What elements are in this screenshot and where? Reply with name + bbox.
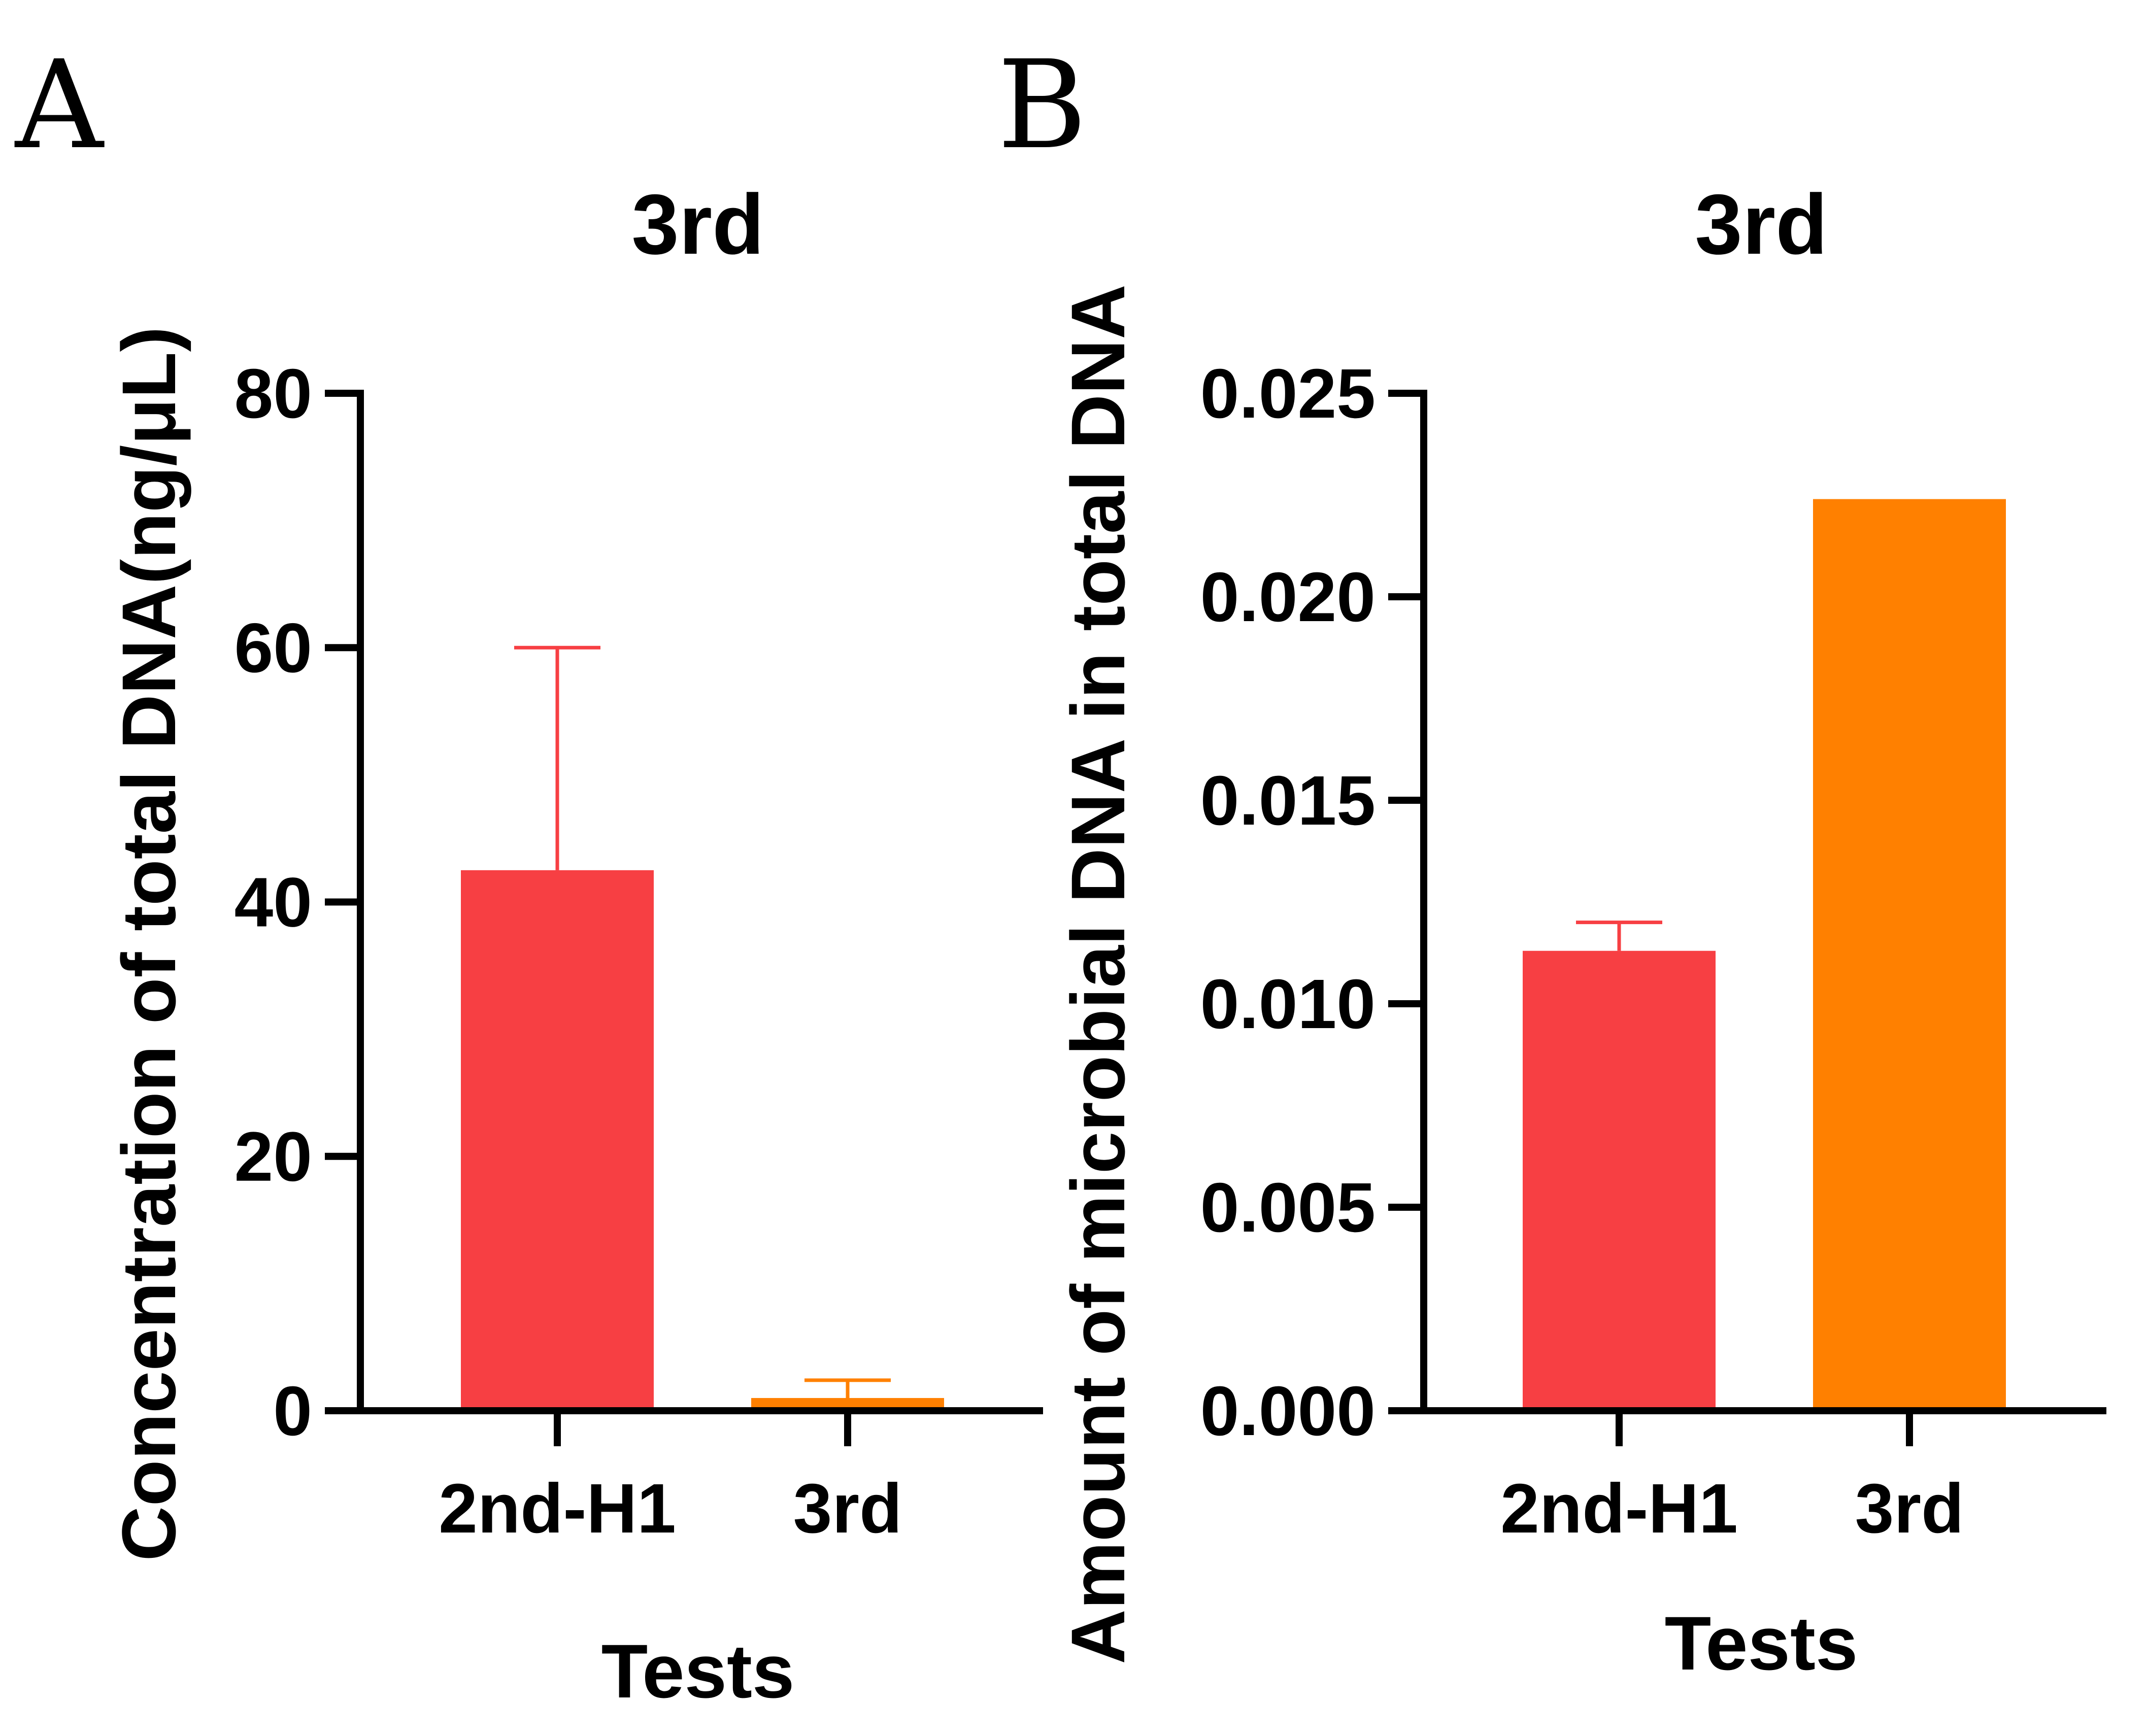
panel-a-xlabel: Tests <box>601 1628 795 1714</box>
panel-b-ytick-label-4: 0.020 <box>1200 558 1376 636</box>
panel-a-bar-0 <box>461 870 654 1411</box>
panel-b-plot: 0.000 0.005 0.010 0.015 0.020 0.025 2nd-H1 3rd <box>1200 355 2106 1548</box>
panel-b-ylabel: Amount of microbial DNA in total DNA <box>1055 284 1140 1664</box>
panel-a-ytick-label-3: 60 <box>234 609 313 687</box>
panel-a-category-label-1: 3rd <box>793 1470 902 1548</box>
panel-b-error-bar-0 <box>1576 921 1662 951</box>
panel-a-category-label-0: 2nd-H1 <box>439 1470 676 1548</box>
panel-a-ylabel: Concentration of total DNA(ng/μL) <box>106 326 191 1561</box>
panel-a-ytick-label-0: 0 <box>273 1372 312 1450</box>
panel-b-xlabel: Tests <box>1665 1601 1858 1686</box>
panel-a-letter: A <box>14 34 105 176</box>
panel-a-plot: 0 20 40 60 80 2nd-H1 3rd <box>234 355 1043 1548</box>
panel-b-title: 3rd <box>1695 177 1827 272</box>
panel-b-category-label-1: 3rd <box>1855 1470 1964 1548</box>
panel-a-error-bar-0 <box>514 645 600 870</box>
panel-a-ytick-label-1: 20 <box>234 1118 313 1196</box>
panel-b-ytick-label-5: 0.025 <box>1200 355 1376 433</box>
panel-a: A 3rd Concentration of total DNA(ng/μL) … <box>14 34 1043 1714</box>
panel-b-ytick-label-0: 0.000 <box>1200 1372 1376 1450</box>
panel-a-ytick-label-2: 40 <box>234 864 313 942</box>
panel-b-letter: B <box>997 34 1087 176</box>
panel-b-ytick-label-1: 0.005 <box>1200 1169 1376 1247</box>
panel-a-title: 3rd <box>631 177 764 272</box>
panel-b: B 3rd Amount of microbial DNA in total D… <box>997 34 2106 1686</box>
panel-b-bar-0 <box>1523 950 1716 1411</box>
panel-a-ytick-label-4: 80 <box>234 355 313 433</box>
panel-b-category-label-0: 2nd-H1 <box>1500 1470 1738 1548</box>
panel-b-ytick-label-3: 0.015 <box>1200 762 1376 840</box>
panel-a-error-bar-1 <box>804 1378 891 1398</box>
panel-b-ytick-label-2: 0.010 <box>1200 965 1376 1043</box>
panel-b-bar-1 <box>1813 499 2006 1411</box>
